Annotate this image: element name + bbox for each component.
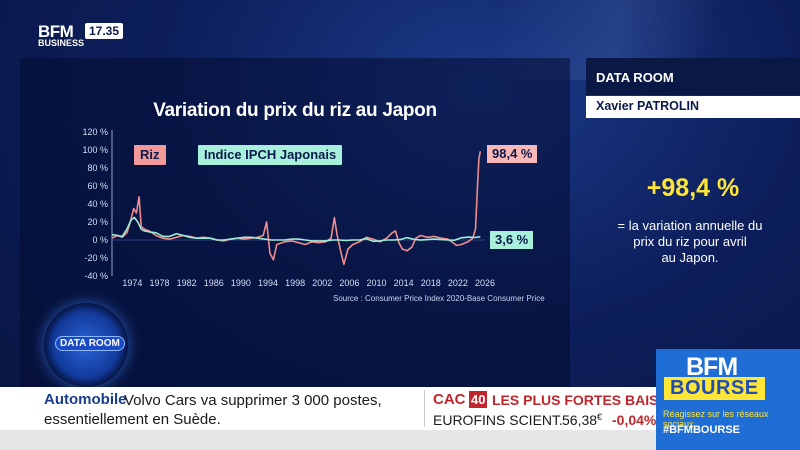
x-tick-label: 2026: [475, 278, 495, 288]
bourse-word: BOURSE: [664, 377, 765, 400]
end-label-riz: 98,4 %: [487, 145, 538, 163]
news-headline-line1: Volvo Cars va supprimer 3 000 postes,: [124, 392, 382, 409]
ticker-divider: [424, 390, 425, 427]
y-tick-label: 100 %: [82, 145, 108, 155]
legend-ipch: Indice IPCH Japonais: [198, 145, 343, 165]
description-line: = la variation annuelle du: [617, 218, 763, 233]
chart-title: Variation du prix du riz au Japon: [153, 100, 437, 121]
x-tick-label: 1974: [122, 278, 142, 288]
news-headline-line2: essentiellement en Suède.: [44, 411, 221, 428]
series-line-ipch: [111, 216, 481, 243]
data-room-header: [586, 58, 800, 95]
series-line-riz: [111, 151, 482, 266]
author-bar: [586, 96, 800, 118]
x-tick-label: 1998: [285, 278, 305, 288]
stock-price: 56,38€: [562, 412, 602, 428]
description-line: prix du riz pour avril: [633, 234, 747, 249]
bourse-brand: BFM: [686, 353, 738, 381]
x-tick-label: 2018: [421, 278, 441, 288]
y-tick-label: 0 %: [92, 235, 108, 245]
y-tick-label: 120 %: [82, 127, 108, 137]
cac-title: LES PLUS FORTES BAISSES: [492, 392, 687, 408]
author-name: Xavier PATROLIN: [596, 99, 700, 113]
y-tick-label: 80 %: [87, 163, 108, 173]
channel-logo: BFM: [38, 22, 74, 41]
x-tick-label: 2022: [448, 278, 468, 288]
stock-price-value: 56,38: [562, 412, 598, 428]
data-room-badge-label: DATA ROOM: [55, 336, 125, 351]
legend-riz: Riz: [134, 145, 166, 165]
x-tick-label: 2010: [366, 278, 386, 288]
cac-number: 40: [469, 391, 488, 408]
news-ticker: [0, 387, 656, 430]
y-tick-label: 20 %: [87, 217, 108, 227]
x-tick-label: 1982: [177, 278, 197, 288]
bourse-hashtag: #BFMBOURSE: [663, 424, 741, 436]
y-tick-label: -40 %: [84, 271, 108, 281]
clock: 17.35: [85, 23, 124, 39]
cac-label: CAC: [433, 391, 466, 408]
stock-currency: €: [597, 412, 603, 422]
x-tick-label: 1994: [258, 278, 278, 288]
chart-source: Source : Consumer Price Index 2020-Base …: [333, 294, 545, 303]
key-value-description: = la variation annuelle du prix du riz p…: [600, 218, 780, 266]
x-tick-label: 2006: [339, 278, 359, 288]
stock-change: -0,04%: [612, 412, 657, 428]
y-tick-label: -20 %: [84, 253, 108, 263]
stock-name: EUROFINS SCIENT.: [433, 412, 563, 428]
x-tick-label: 2002: [312, 278, 332, 288]
x-tick-label: 1978: [149, 278, 169, 288]
data-room-title: DATA ROOM: [596, 70, 674, 85]
bourse-social-text: Réagissez sur les réseaux sociaux: [663, 409, 769, 429]
description-line: au Japon.: [661, 250, 719, 265]
x-tick-label: 2014: [394, 278, 414, 288]
news-category: Automobile: [44, 391, 127, 408]
ticker-bottom-strip: [0, 430, 656, 450]
x-tick-label: 1986: [204, 278, 224, 288]
end-label-ipch: 3,6 %: [490, 231, 534, 249]
x-tick-label: 1990: [231, 278, 251, 288]
channel-sub-logo: BUSINESS: [38, 38, 85, 48]
y-tick-label: 40 %: [87, 199, 108, 209]
key-value: +98,4 %: [646, 174, 740, 202]
y-tick-label: 60 %: [87, 181, 108, 191]
